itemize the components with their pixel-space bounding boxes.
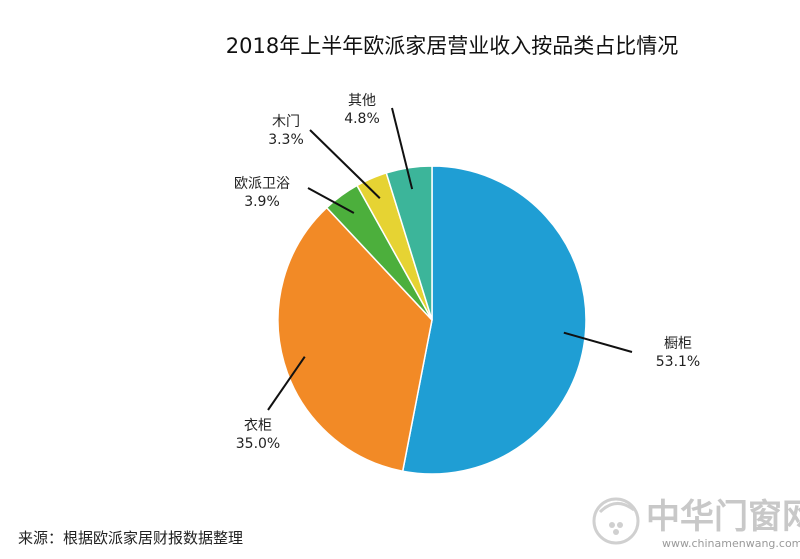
pie-slice-1: [277, 206, 433, 473]
leader-lines: [267, 107, 633, 411]
pie-slices: [277, 165, 587, 475]
pie-slice-4: [385, 165, 433, 321]
slice-value-2: 3.9%: [244, 194, 280, 210]
slice-value-4: 4.8%: [344, 111, 380, 127]
leader-line-1: [267, 356, 306, 411]
slice-label-3: 木门: [272, 114, 300, 130]
slice-label-4: 其他: [348, 93, 376, 109]
leader-line-0: [563, 331, 633, 353]
pie-slice-0: [401, 165, 587, 475]
watermark-url: www.chinamenwang.com: [662, 537, 800, 550]
slice-label-0: 橱柜: [664, 336, 692, 352]
leader-line-3: [309, 129, 381, 199]
chart-title: 2018年上半年欧派家居营业收入按品类占比情况: [226, 34, 678, 58]
leader-line-4: [391, 107, 414, 190]
slice-value-0: 53.1%: [656, 354, 700, 370]
source-note: 来源：根据欧派家居财报数据整理: [18, 529, 243, 547]
watermark-emblem-icon: [592, 497, 640, 545]
slice-label-1: 衣柜: [244, 418, 272, 434]
slice-labels: 橱柜 53.1% 衣柜 35.0% 欧派卫浴 3.9% 木门 3.3% 其他 4.8%: [234, 93, 700, 452]
slice-value-3: 3.3%: [268, 132, 304, 148]
watermark-logo: 中华门窗网 www.chinamenwang.com: [592, 497, 800, 550]
watermark-name: 中华门窗网: [646, 497, 800, 537]
slice-label-2: 欧派卫浴: [234, 176, 290, 192]
leader-line-2: [307, 187, 355, 214]
slice-value-1: 35.0%: [236, 436, 280, 452]
